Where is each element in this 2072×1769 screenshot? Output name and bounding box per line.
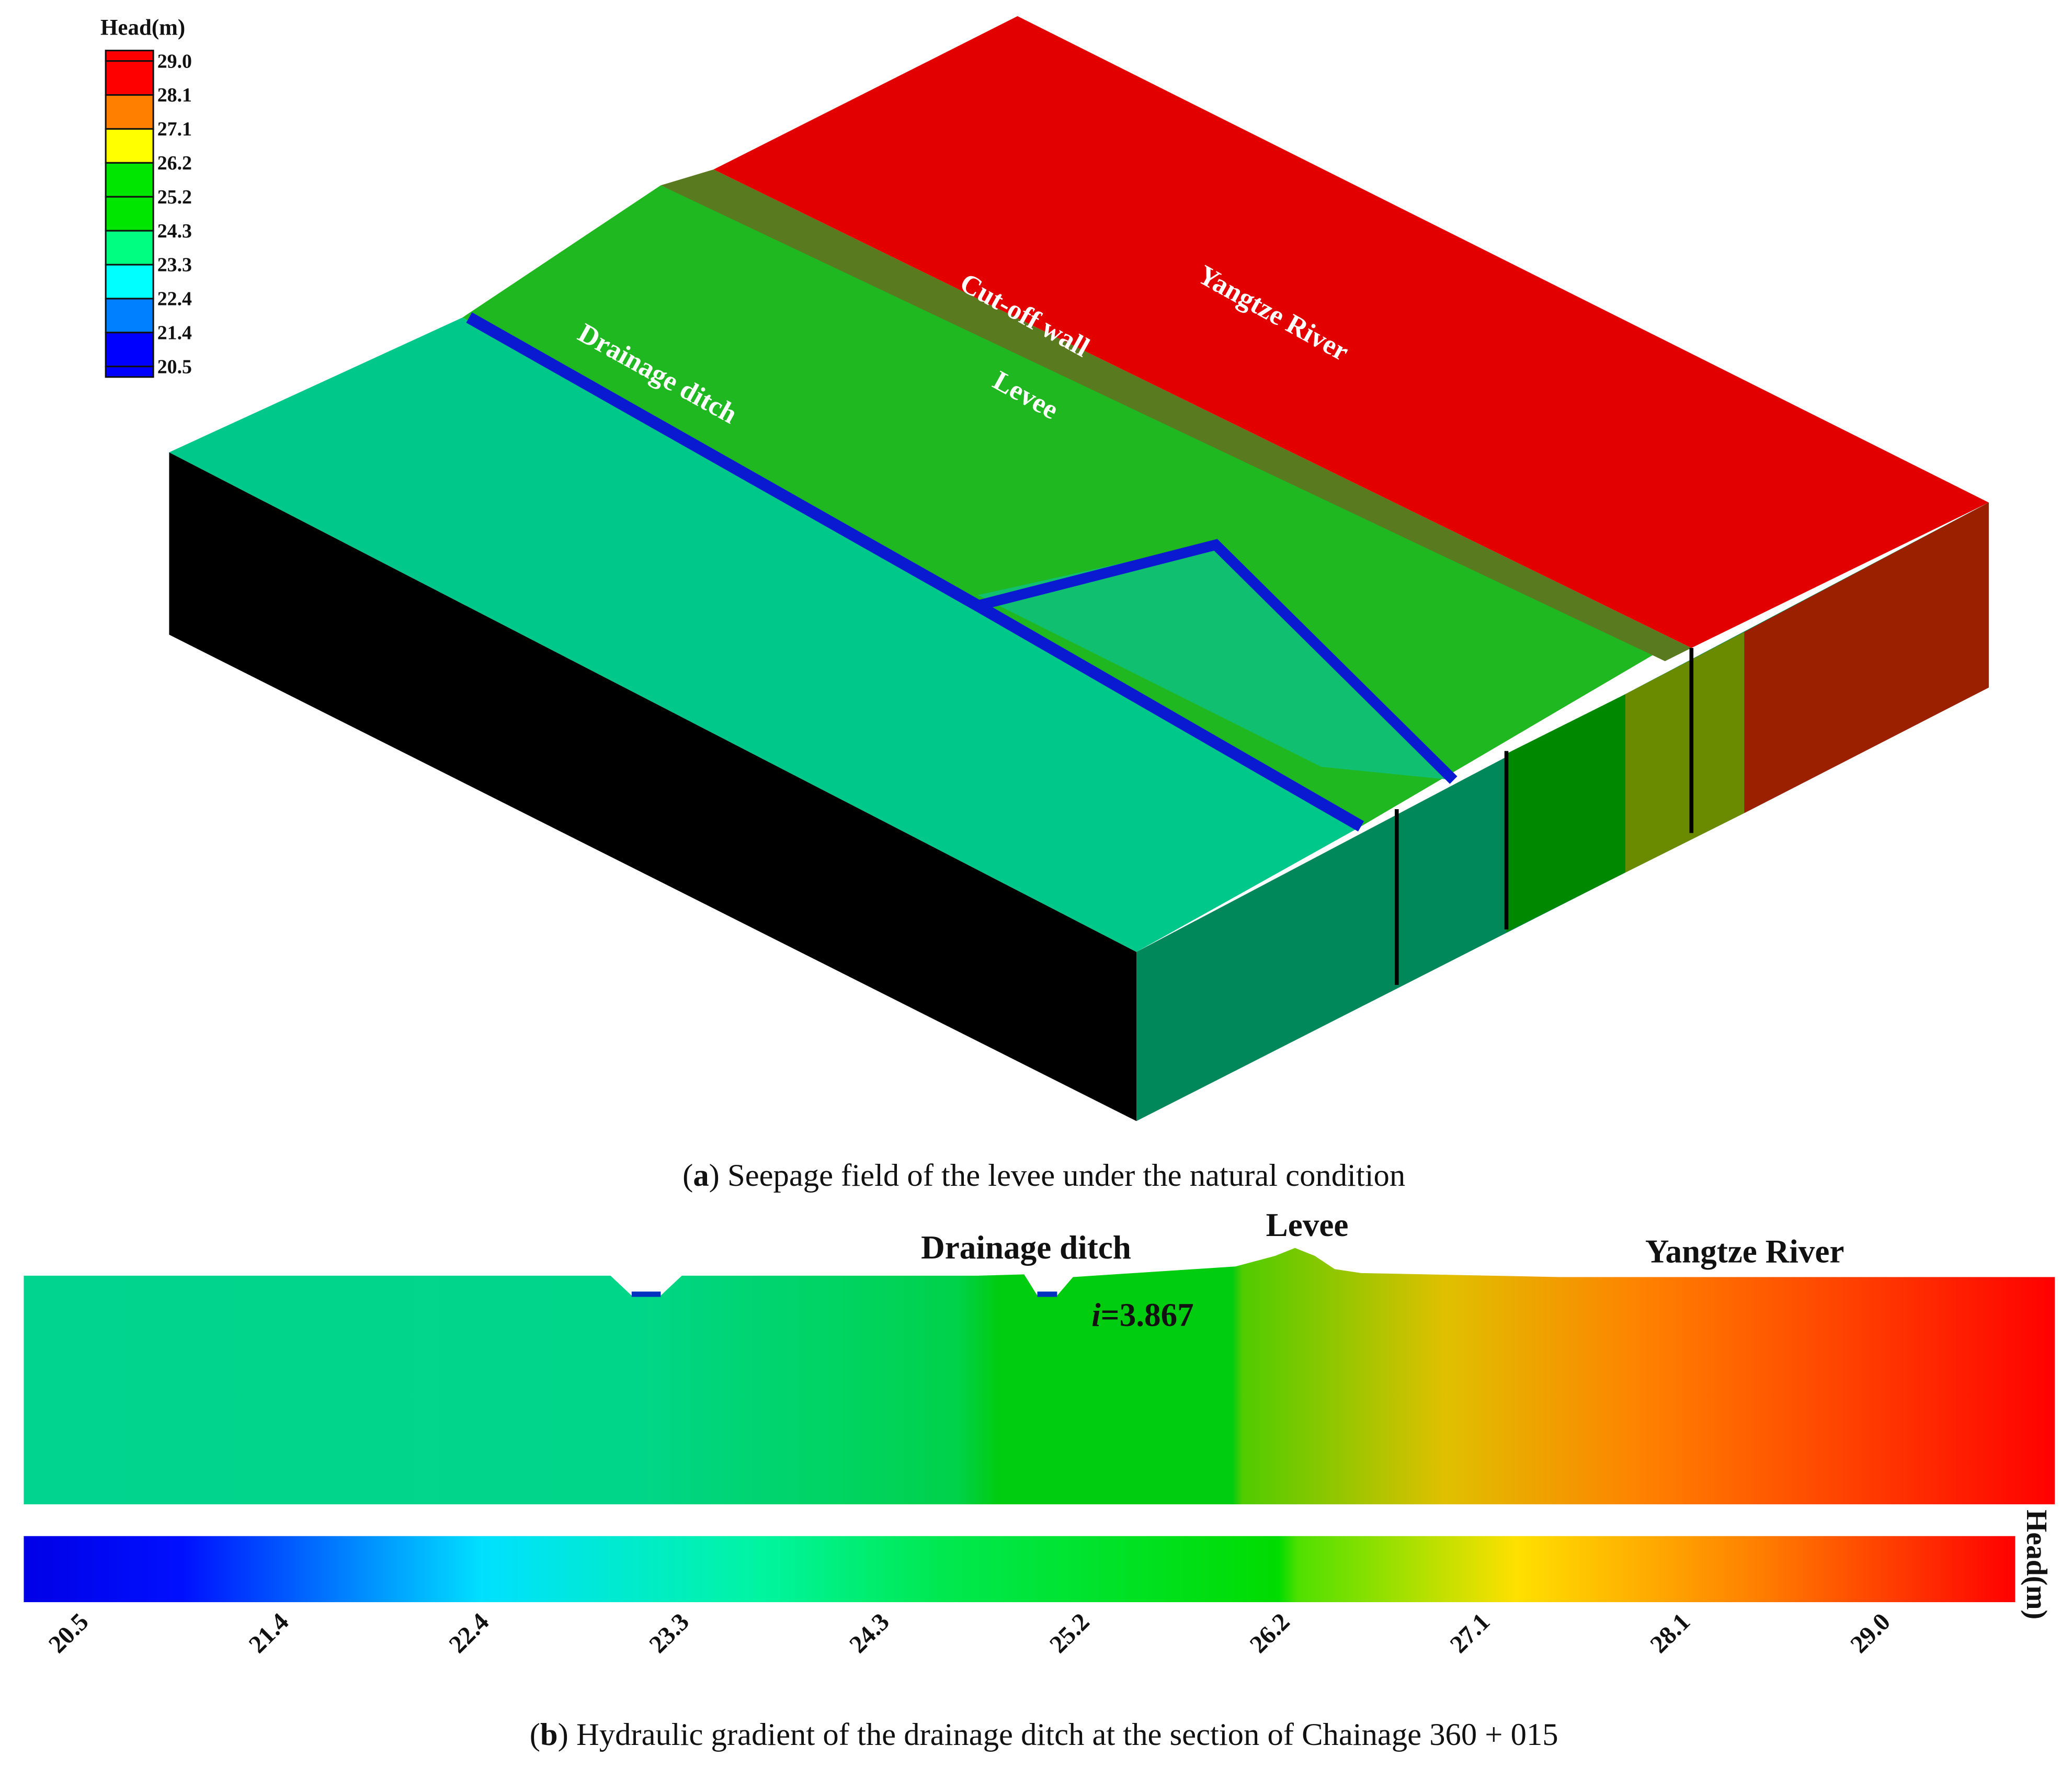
right-side-levee-zone bbox=[1506, 694, 1625, 932]
legend-level-label: 20.5 bbox=[157, 356, 192, 378]
colorbar-tick-label: 27.1 bbox=[1444, 1608, 1495, 1659]
river-zone bbox=[713, 16, 1989, 648]
ditch-water-1 bbox=[631, 1291, 661, 1297]
top-teal-zone bbox=[169, 317, 1361, 952]
legend-level-label: 29.0 bbox=[157, 50, 192, 72]
legend-swatch bbox=[105, 60, 154, 96]
colorbar-tick-label: 22.4 bbox=[443, 1608, 494, 1659]
drainage-ditch-branch bbox=[976, 539, 1458, 784]
legend-level-label: 27.1 bbox=[157, 118, 192, 140]
legend-level-label: 24.3 bbox=[157, 220, 192, 242]
legend-swatch bbox=[105, 50, 154, 62]
section-profile bbox=[24, 1248, 2055, 1505]
legend-swatch bbox=[105, 128, 154, 164]
inner-teal-zone bbox=[977, 542, 1454, 780]
legend-level-label: 25.2 bbox=[157, 186, 192, 208]
colorbar-tick-label: 23.3 bbox=[644, 1608, 695, 1659]
panel-b-section: Drainage ditch Levee Yangtze River i=3.8… bbox=[24, 1207, 2055, 1505]
legend-swatch bbox=[105, 264, 154, 300]
legend-swatch bbox=[105, 230, 154, 266]
legend-level-label: 26.2 bbox=[157, 152, 192, 174]
legend-swatch bbox=[105, 366, 154, 378]
colorbar-tick-label: 20.5 bbox=[43, 1608, 94, 1659]
levee-zone bbox=[462, 185, 1665, 826]
colorbar-tick-label: 25.2 bbox=[1044, 1608, 1095, 1659]
legend-swatch bbox=[105, 332, 154, 368]
legend-title: Head(m) bbox=[100, 15, 185, 40]
panel-a-3d-model: Yangtze River Cut-off wall Levee Drainag… bbox=[169, 16, 1989, 1121]
right-side-river-zone bbox=[1744, 502, 1989, 813]
label-levee-b: Levee bbox=[1266, 1207, 1349, 1243]
colorbar-tick-label: 26.2 bbox=[1245, 1608, 1295, 1659]
colorbar-tick-label: 28.1 bbox=[1645, 1608, 1695, 1659]
label-drainage-ditch-b: Drainage ditch bbox=[921, 1229, 1131, 1266]
legend-swatch bbox=[105, 298, 154, 334]
right-side-transition-zone bbox=[1625, 632, 1745, 873]
colorbar-tick-label: 29.0 bbox=[1845, 1608, 1896, 1659]
colorbar-tick-label: 21.4 bbox=[244, 1608, 294, 1659]
legend-level-label: 22.4 bbox=[157, 288, 192, 310]
legend-level-label: 28.1 bbox=[157, 84, 192, 106]
colorbar-title: Head(m) bbox=[2020, 1510, 2053, 1619]
caption-a: (a) Seepage field of the levee under the… bbox=[682, 1158, 1405, 1193]
caption-b: (b) Hydraulic gradient of the drainage d… bbox=[530, 1717, 1558, 1752]
cut-off-wall-band bbox=[661, 169, 1692, 661]
colorbar-gradient bbox=[24, 1536, 2016, 1603]
head-legend: Head(m) 29.0 28.1 27.1 26.2 25.2 24.3 23.3 22.4… bbox=[100, 15, 192, 378]
legend-swatch bbox=[105, 162, 154, 198]
legend-swatch bbox=[105, 196, 154, 232]
block-front-side bbox=[169, 452, 1137, 1121]
legend-level-label: 23.3 bbox=[157, 254, 192, 276]
legend-level-label: 21.4 bbox=[157, 322, 192, 344]
colorbar-tick-label: 24.3 bbox=[844, 1608, 895, 1659]
label-river-b: Yangtze River bbox=[1645, 1233, 1845, 1270]
drainage-ditch-main bbox=[466, 312, 1364, 832]
ditch-water-2 bbox=[1037, 1291, 1057, 1297]
gradient-label: i=3.867 bbox=[1091, 1297, 1194, 1333]
colorbar: Head(m) 20.5 21.4 22.4 23.3 24.3 25.2 26.2 27.1… bbox=[24, 1510, 2053, 1659]
legend-swatch bbox=[105, 94, 154, 130]
